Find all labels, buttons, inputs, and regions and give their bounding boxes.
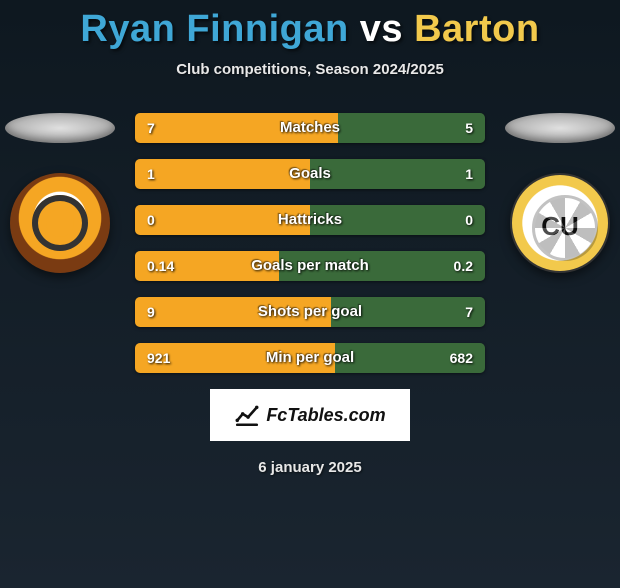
player-right-column bbox=[500, 113, 620, 273]
stat-label: Shots per goal bbox=[135, 297, 485, 327]
club-crest-right bbox=[510, 173, 610, 273]
player-left-silhouette-base bbox=[5, 113, 115, 143]
attribution-text: FcTables.com bbox=[266, 405, 385, 426]
stat-row: 00Hattricks bbox=[135, 205, 485, 235]
title-player1: Ryan Finnigan bbox=[80, 8, 348, 50]
club-crest-left bbox=[10, 173, 110, 273]
stat-label: Goals bbox=[135, 159, 485, 189]
stat-row: 11Goals bbox=[135, 159, 485, 189]
chart-icon bbox=[234, 402, 260, 428]
attribution-badge: FcTables.com bbox=[210, 389, 410, 441]
stat-row: 97Shots per goal bbox=[135, 297, 485, 327]
player-right-silhouette-base bbox=[505, 113, 615, 143]
title-vs: vs bbox=[349, 8, 414, 50]
stat-label: Goals per match bbox=[135, 251, 485, 281]
page-title: Ryan Finnigan vs Barton bbox=[0, 8, 620, 51]
stat-row: 0.140.2Goals per match bbox=[135, 251, 485, 281]
comparison-panel: 75Matches 11Goals 00Hattricks 0.140.2Goals … bbox=[0, 113, 620, 476]
stat-label: Hattricks bbox=[135, 205, 485, 235]
stat-row: 75Matches bbox=[135, 113, 485, 143]
subtitle: Club competitions, Season 2024/2025 bbox=[0, 61, 620, 78]
title-player2: Barton bbox=[414, 8, 539, 50]
stat-bars: 75Matches 11Goals 00Hattricks 0.140.2Goals … bbox=[135, 113, 485, 373]
stat-label: Min per goal bbox=[135, 343, 485, 373]
stat-row: 921682Min per goal bbox=[135, 343, 485, 373]
player-left-column bbox=[0, 113, 120, 273]
footer-date: 6 january 2025 bbox=[0, 459, 620, 476]
stat-label: Matches bbox=[135, 113, 485, 143]
